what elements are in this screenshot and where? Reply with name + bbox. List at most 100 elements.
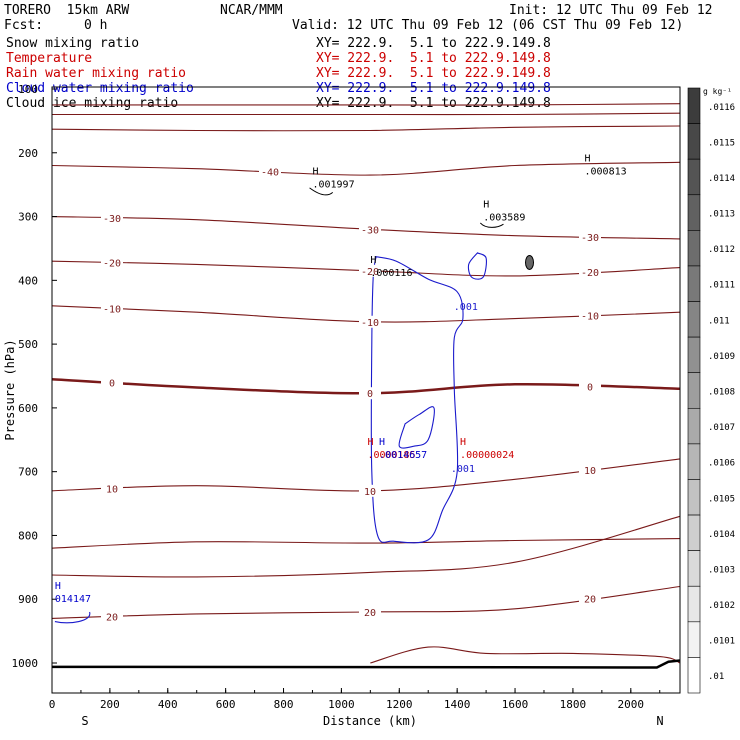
- maximum-marker: H: [483, 200, 489, 211]
- legend-cloud-water: Cloud water mixing ratio: [6, 81, 194, 96]
- model-name: TORERO 15km ARW: [4, 3, 130, 18]
- endpoint-north: N: [656, 714, 663, 728]
- isotherm-label-bg: [359, 605, 381, 618]
- endpoint-south: S: [81, 714, 88, 728]
- colorbar-segment: [687, 550, 701, 587]
- x-tick-label: 1000: [328, 698, 355, 711]
- colorbar-label: .0106: [708, 459, 735, 469]
- colorbar: .0116 .0115 .0114 .0113 .0112 .0111 .011 .0109.…: [687, 87, 735, 694]
- y-axis-label: Pressure (hPa): [3, 339, 17, 440]
- colorbar-segment: [687, 621, 701, 658]
- colorbar-label: .0113: [708, 210, 735, 220]
- init-time: Init: 12 UTC Thu 09 Feb 12: [509, 3, 713, 18]
- colorbar-label: .011: [708, 316, 730, 326]
- fcst-value: 0 h: [84, 18, 108, 33]
- contour-labels: -40 -30 -30 -30 -20 -20 -20 -10 -10 -10 0 0 0 10 10 10 2…: [55, 154, 627, 624]
- isotherm-label: 0: [109, 379, 115, 390]
- isotherm-label: 20: [584, 595, 596, 606]
- isotherm-label-bg: [359, 315, 381, 328]
- maximum-marker: H: [584, 154, 590, 165]
- colorbar-label: .0101: [708, 637, 735, 647]
- colorbar-label: .0103: [708, 565, 735, 575]
- maximum-value: 014147: [55, 594, 91, 605]
- colorbar-segment: [687, 407, 701, 445]
- isotherm-label: -10: [103, 304, 121, 315]
- maximum-value: .00000024: [460, 450, 514, 461]
- colorbar-segment: [687, 194, 701, 231]
- maximum-value: .000116: [370, 268, 412, 279]
- extra-contour-1: [51, 515, 681, 578]
- isotherm-label: -30: [103, 214, 121, 225]
- x-axis-label: Distance (km): [323, 714, 417, 728]
- extra-contours: [51, 515, 681, 664]
- y-tick-label: 1000: [12, 657, 39, 670]
- legend-cloud-ice: Cloud ice mixing ratio: [6, 96, 179, 111]
- isotherm-label-bg: [359, 484, 381, 497]
- legend-cloud-water-xy: XY= 222.9. 5.1 to 222.9.149.8: [316, 81, 551, 96]
- plot-axes: 0 200 400 600 800 1000 1200 1400 1600 1800 2000100…: [3, 83, 681, 728]
- colorbar-segment: [687, 336, 701, 374]
- colorbar-segment: [687, 514, 701, 551]
- isotherm-label: -20: [361, 267, 379, 278]
- extra-contour-0: [51, 538, 681, 549]
- colorbar-label: .0112: [708, 245, 735, 255]
- snow-contour-1: [309, 187, 334, 196]
- legend-temperature-xy: XY= 222.9. 5.1 to 222.9.149.8: [316, 51, 551, 66]
- cloud-water-contour-2: [467, 252, 487, 280]
- colorbar-segment: [687, 372, 701, 409]
- colorbar-label: .0114: [708, 174, 735, 184]
- isotherm-label: -10: [581, 312, 599, 323]
- colorbar-label: .0109: [708, 352, 735, 362]
- isotherm-label: -30: [361, 225, 379, 236]
- terrain-line: [51, 659, 681, 669]
- x-tick-label: 400: [158, 698, 178, 711]
- legend-cloud-ice-xy: XY= 222.9. 5.1 to 222.9.149.8: [316, 96, 551, 111]
- y-tick-label: 300: [18, 211, 38, 224]
- y-tick-label: 100: [18, 83, 38, 96]
- x-tick-label: 800: [274, 698, 294, 711]
- isotherm-label-bg: [579, 266, 601, 279]
- x-tick-label: 1200: [386, 698, 413, 711]
- isotherm-label-bg: [359, 264, 381, 277]
- colorbar-label: .0107: [708, 423, 735, 433]
- maximum-marker: H: [379, 437, 385, 448]
- colorbar-segment: [687, 585, 701, 623]
- colorbar-segment: [687, 657, 701, 694]
- maximum-marker: H: [367, 437, 373, 448]
- isotherm-label-bg: [579, 464, 601, 477]
- isotherm-label-bg: [101, 256, 123, 269]
- maximum-value: .0014657: [379, 450, 427, 461]
- colorbar-label: .0102: [708, 601, 735, 611]
- maximum-marker: H: [370, 255, 376, 266]
- isotherm-label-bg: [101, 376, 123, 389]
- x-tick-label: 1400: [444, 698, 471, 711]
- isotherm-label-bg: [359, 223, 381, 236]
- isotherm-label: -20: [103, 259, 121, 270]
- isotherm-label: -40: [261, 167, 279, 178]
- colorbar-label: .0111: [708, 281, 735, 291]
- legend-rain-xy: XY= 222.9. 5.1 to 222.9.149.8: [316, 66, 551, 81]
- x-tick-label: 2000: [618, 698, 645, 711]
- isotherm-label: 0: [367, 389, 373, 400]
- maximum-value: .000813: [584, 167, 626, 178]
- cloud-water-contours: [54, 187, 535, 624]
- plot-frame: [51, 86, 681, 694]
- isotherm-label: -20: [581, 268, 599, 279]
- y-tick-label: 800: [18, 529, 38, 542]
- isotherm-label: 0: [587, 382, 593, 393]
- x-tick-label: 200: [100, 698, 120, 711]
- colorbar-label: .01: [708, 672, 724, 682]
- maximum-marker: H: [55, 581, 61, 592]
- maximum-value: .0000185: [367, 450, 415, 461]
- maximum-value: .001997: [312, 179, 354, 190]
- isotherm-label: 20: [364, 608, 376, 619]
- colorbar-label: .0115: [708, 138, 735, 148]
- cloud-water-contour-0: [370, 256, 464, 544]
- legend-rain: Rain water mixing ratio: [6, 66, 187, 81]
- colorbar-unit: g kg⁻¹: [703, 87, 732, 96]
- isotherm-m40: [51, 161, 681, 176]
- y-tick-label: 200: [18, 147, 38, 160]
- colorbar-segment: [687, 87, 701, 124]
- snow-contour-2: [479, 222, 504, 228]
